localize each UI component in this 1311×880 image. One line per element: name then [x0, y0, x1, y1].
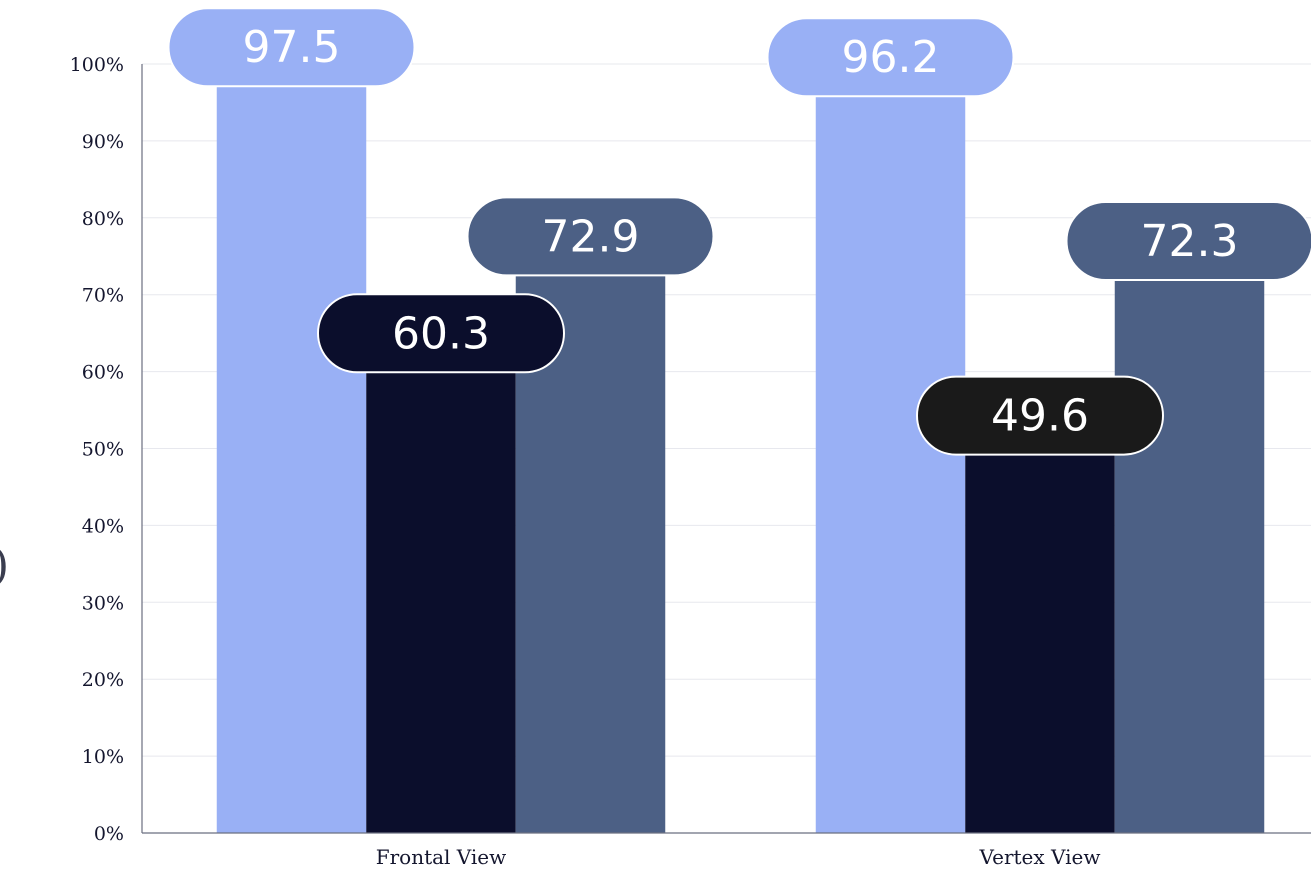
data-label: 96.2	[842, 32, 940, 83]
data-label: 72.3	[1141, 216, 1239, 267]
bars	[216, 83, 1265, 834]
data-label-pill	[1065, 201, 1311, 282]
data-label-pill	[167, 7, 416, 88]
y-tick-label: 0%	[94, 823, 124, 845]
x-tick-label: Frontal View	[376, 845, 507, 869]
x-tick-label: Vertex View	[979, 845, 1101, 869]
data-label-pill	[317, 293, 565, 374]
data-label: 60.3	[392, 308, 490, 359]
bar	[366, 369, 516, 833]
y-tick-label: 10%	[82, 746, 124, 768]
data-label: 97.5	[243, 22, 341, 73]
bar	[1114, 277, 1265, 833]
y-tick-label: 100%	[70, 54, 124, 76]
bar	[965, 451, 1115, 833]
data-label-pill	[916, 375, 1164, 456]
axes: 0% 10% 20% 30% 40% 50% 60% 70% 80% 90% 100% Frontal…	[70, 54, 1311, 869]
y-tick-label: 90%	[82, 131, 124, 153]
y-tick-label: 20%	[82, 669, 124, 691]
bar	[216, 83, 367, 834]
data-label: 49.6	[991, 391, 1089, 442]
y-tick-label: 80%	[82, 208, 124, 230]
data-label: 72.9	[542, 211, 640, 262]
data-label-pill	[466, 196, 715, 277]
y-tick-label: 60%	[82, 362, 124, 384]
y-tick-label: 40%	[82, 515, 124, 537]
cut-off-axis-title-fragment: )	[0, 540, 9, 591]
data-labels: 97.5 60.3 72.9 96.2 49.6 72.3	[167, 7, 1311, 456]
data-label-pill	[766, 17, 1015, 98]
bar	[815, 93, 966, 834]
y-tick-label: 30%	[82, 592, 124, 614]
y-tick-label: 50%	[82, 439, 124, 461]
y-tick-label: 70%	[82, 285, 124, 307]
